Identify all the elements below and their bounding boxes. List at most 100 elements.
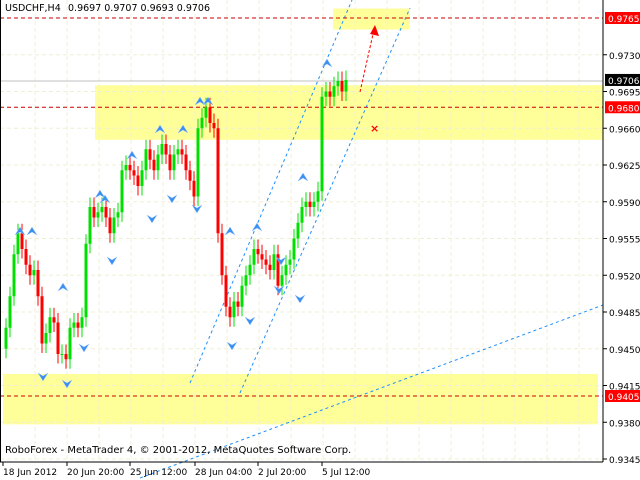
candle-body	[328, 91, 332, 97]
candle-body	[68, 327, 72, 360]
candle	[140, 160, 144, 196]
candle-body	[20, 233, 24, 249]
candle-body	[308, 201, 312, 207]
candle	[128, 155, 132, 180]
candle-body	[80, 317, 84, 328]
candle	[80, 307, 84, 338]
price-tag-label: 0.9680	[608, 104, 640, 114]
price-tag	[605, 101, 640, 114]
candle	[276, 244, 280, 296]
channel-line	[189, 0, 353, 384]
candle	[284, 255, 288, 285]
price-tick-label: 0.9520	[609, 272, 640, 282]
candle	[336, 71, 340, 96]
candle-body	[284, 264, 288, 276]
candle-body	[128, 165, 132, 171]
candle-body	[76, 322, 80, 328]
candle-body	[232, 301, 236, 318]
forecast-arrowhead-icon	[370, 25, 379, 36]
candle	[212, 113, 216, 138]
fractal-down-arrow-icon	[78, 343, 90, 353]
candle-body	[8, 296, 12, 328]
candle-body	[116, 212, 120, 218]
candle-body	[260, 254, 264, 260]
candle	[288, 250, 292, 275]
fractal-down-arrow-icon	[244, 316, 256, 326]
channel-line	[139, 304, 604, 479]
candle	[84, 234, 88, 327]
candle	[312, 192, 316, 217]
candle	[256, 239, 260, 264]
candle-body	[136, 175, 140, 186]
candle	[76, 313, 80, 338]
candle-body	[120, 170, 124, 213]
candle-body	[176, 149, 180, 155]
candle-body	[140, 170, 144, 186]
fractal-up-arrow-icon	[154, 124, 166, 134]
candle	[264, 250, 268, 275]
candle	[56, 313, 60, 364]
candle	[300, 197, 304, 233]
time-tick-label: 20 Jun 20:00	[67, 468, 124, 478]
candle-body	[48, 317, 52, 333]
copyright-text: RoboForex - MetaTrader 4, © 2001-2012, M…	[5, 445, 352, 456]
candle-body	[300, 207, 304, 223]
fractal-down-arrow-icon	[106, 256, 118, 266]
candle	[8, 286, 12, 338]
candle	[248, 255, 252, 285]
candle	[36, 260, 40, 306]
candle-body	[228, 306, 232, 318]
candle	[148, 139, 152, 170]
candle	[332, 76, 336, 107]
candle-body	[268, 264, 272, 270]
candle-body	[220, 233, 224, 276]
candle-body	[204, 107, 208, 118]
candle	[112, 208, 116, 243]
price-tick-label: 0.9625	[609, 162, 640, 172]
support-resistance-zone	[3, 373, 598, 425]
candle-body	[52, 317, 56, 323]
candle-body	[40, 296, 44, 344]
price-tag-label: 0.9405	[608, 393, 640, 403]
candle	[240, 276, 244, 317]
fractal-down-arrow-icon	[275, 256, 287, 266]
candle	[120, 160, 124, 222]
candle-body	[172, 154, 176, 171]
candle-body	[256, 249, 260, 255]
price-tick-label: 0.9415	[609, 383, 640, 393]
candle	[32, 260, 36, 285]
candle-body	[208, 107, 212, 123]
candle-body	[336, 81, 340, 87]
candle-body	[196, 128, 200, 197]
candle-body	[332, 86, 336, 97]
candle-body	[316, 191, 320, 202]
support-resistance-zone	[333, 8, 410, 30]
ohlc-readout: 0.9697 0.9707 0.9693 0.9706	[68, 3, 211, 14]
time-tick-label: 18 Jun 2012	[3, 468, 57, 478]
candle-body	[292, 238, 296, 260]
chart-title: USDCHF,H4	[5, 3, 61, 14]
fractal-down-arrow-icon	[146, 214, 158, 224]
candle	[220, 223, 224, 285]
price-tick-label: 0.9345	[609, 456, 640, 466]
candle	[260, 244, 264, 269]
candle	[116, 202, 120, 227]
candle	[196, 118, 200, 206]
time-tick-label: 5 Jul 12:00	[322, 468, 371, 478]
fractal-up-arrow-icon	[177, 124, 189, 134]
support-resistance-zone	[95, 85, 603, 140]
candle-body	[112, 217, 116, 234]
fractal-down-arrow-icon	[294, 294, 306, 304]
candle	[232, 292, 236, 327]
candle	[44, 323, 48, 353]
candle-body	[164, 144, 168, 155]
candle	[4, 318, 8, 359]
price-tag	[605, 73, 640, 86]
price-tag	[605, 12, 640, 24]
candle	[228, 297, 232, 327]
candle-body	[240, 285, 244, 307]
candle-body	[296, 222, 300, 239]
candle-body	[276, 254, 280, 286]
candle-body	[264, 259, 268, 265]
